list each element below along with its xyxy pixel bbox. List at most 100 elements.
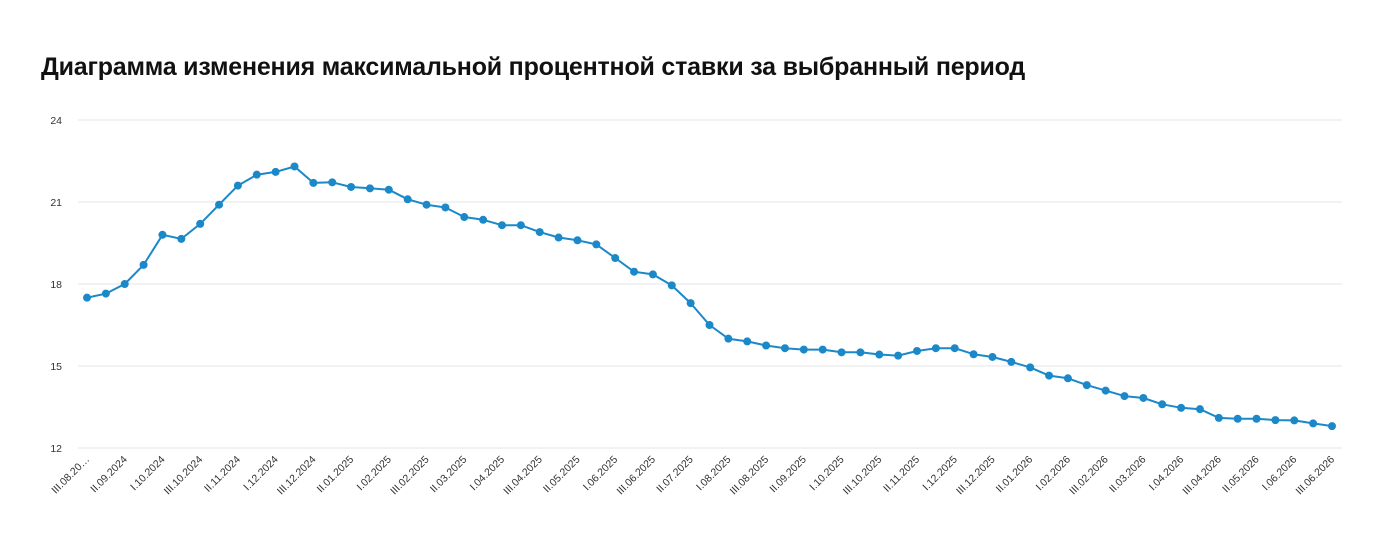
data-point[interactable] bbox=[1233, 414, 1242, 423]
x-tick-label: III.12.2024 bbox=[275, 454, 319, 498]
data-point[interactable] bbox=[1252, 414, 1261, 423]
data-point[interactable] bbox=[648, 270, 657, 279]
y-tick-label: 12 bbox=[50, 443, 62, 455]
x-tick-label: I.12.2025 bbox=[920, 454, 960, 494]
x-tick-label: II.05.2026 bbox=[1220, 454, 1262, 496]
data-point[interactable] bbox=[573, 236, 582, 245]
data-point[interactable] bbox=[233, 181, 242, 190]
data-point[interactable] bbox=[460, 213, 469, 222]
data-point[interactable] bbox=[83, 293, 91, 302]
data-point[interactable] bbox=[516, 221, 525, 230]
data-point[interactable] bbox=[347, 182, 356, 191]
data-point[interactable] bbox=[724, 334, 733, 343]
data-point[interactable] bbox=[139, 260, 148, 269]
data-point[interactable] bbox=[1139, 393, 1148, 402]
y-tick-label: 18 bbox=[50, 279, 62, 291]
data-point[interactable] bbox=[309, 178, 318, 187]
x-tick-label: I.06.2025 bbox=[581, 454, 621, 494]
x-tick-label: II.11.2024 bbox=[202, 454, 243, 495]
data-point[interactable] bbox=[762, 341, 771, 350]
data-point[interactable] bbox=[384, 185, 393, 194]
data-point[interactable] bbox=[913, 346, 921, 355]
data-point[interactable] bbox=[196, 219, 205, 228]
data-point[interactable] bbox=[705, 321, 714, 329]
data-point[interactable] bbox=[1271, 416, 1280, 425]
data-point[interactable] bbox=[799, 345, 808, 354]
data-point[interactable] bbox=[120, 280, 129, 288]
data-point[interactable] bbox=[1063, 374, 1072, 383]
data-point[interactable] bbox=[1290, 416, 1299, 425]
data-point[interactable] bbox=[743, 337, 752, 346]
x-tick-label: II.09.2025 bbox=[767, 454, 809, 496]
data-point[interactable] bbox=[931, 344, 940, 353]
data-point[interactable] bbox=[215, 200, 224, 209]
data-point[interactable] bbox=[479, 215, 488, 224]
x-tick-label: III.10.2025 bbox=[841, 454, 885, 498]
x-tick-label: III.04.2026 bbox=[1180, 454, 1224, 498]
data-point[interactable] bbox=[441, 203, 450, 212]
x-tick-label: II.03.2025 bbox=[428, 454, 470, 496]
data-point[interactable] bbox=[1158, 400, 1167, 409]
data-point[interactable] bbox=[1007, 357, 1016, 366]
data-point[interactable] bbox=[969, 350, 978, 359]
data-point[interactable] bbox=[818, 345, 827, 354]
x-tick-label: I.02.2026 bbox=[1034, 454, 1074, 494]
x-axis-tick-labels: III.08.20…II.09.2024I.10.2024III.10.2024… bbox=[49, 454, 1337, 498]
data-point[interactable] bbox=[630, 267, 639, 276]
x-tick-label: III.08.20… bbox=[49, 454, 92, 497]
data-point[interactable] bbox=[950, 344, 959, 353]
data-point[interactable] bbox=[403, 195, 412, 204]
data-point[interactable] bbox=[667, 281, 676, 290]
data-point[interactable] bbox=[1120, 392, 1129, 401]
data-point[interactable] bbox=[592, 240, 601, 249]
x-tick-label: I.04.2025 bbox=[468, 454, 508, 494]
data-point[interactable] bbox=[988, 352, 997, 361]
x-tick-label: II.01.2026 bbox=[994, 454, 1036, 496]
x-tick-label: III.12.2025 bbox=[954, 454, 998, 498]
data-point[interactable] bbox=[101, 289, 110, 298]
data-point[interactable] bbox=[1214, 413, 1223, 422]
data-point[interactable] bbox=[1101, 386, 1110, 395]
data-point[interactable] bbox=[1195, 405, 1204, 414]
data-point[interactable] bbox=[1026, 363, 1035, 372]
y-tick-label: 21 bbox=[50, 197, 62, 209]
series-points bbox=[83, 162, 1336, 431]
data-point[interactable] bbox=[328, 178, 337, 187]
data-point[interactable] bbox=[856, 348, 865, 357]
data-point[interactable] bbox=[422, 200, 431, 209]
x-tick-label: II.11.2025 bbox=[881, 454, 922, 495]
data-point[interactable] bbox=[535, 228, 544, 237]
y-tick-label: 15 bbox=[50, 361, 62, 373]
data-point[interactable] bbox=[1309, 419, 1318, 428]
data-point[interactable] bbox=[252, 170, 261, 179]
x-tick-label: I.04.2026 bbox=[1147, 454, 1187, 494]
data-point[interactable] bbox=[686, 299, 695, 308]
x-tick-label: III.08.2025 bbox=[728, 454, 772, 498]
grid-lines bbox=[78, 119, 1342, 449]
data-point[interactable] bbox=[554, 233, 563, 242]
x-tick-label: I.10.2024 bbox=[128, 454, 168, 494]
x-tick-label: II.09.2024 bbox=[88, 454, 130, 496]
data-point[interactable] bbox=[894, 351, 903, 360]
data-point[interactable] bbox=[365, 184, 374, 193]
data-point[interactable] bbox=[875, 350, 884, 359]
data-point[interactable] bbox=[780, 344, 789, 353]
series-line bbox=[86, 165, 1333, 428]
data-point[interactable] bbox=[271, 167, 280, 176]
data-point[interactable] bbox=[177, 234, 186, 243]
x-tick-label: III.10.2024 bbox=[162, 454, 206, 498]
data-point[interactable] bbox=[290, 162, 299, 171]
data-point[interactable] bbox=[1045, 371, 1054, 380]
data-point[interactable] bbox=[1328, 422, 1336, 431]
data-point[interactable] bbox=[611, 254, 620, 263]
x-tick-label: III.06.2025 bbox=[614, 454, 658, 498]
data-point[interactable] bbox=[498, 221, 506, 230]
data-point[interactable] bbox=[837, 348, 846, 357]
y-tick-label: 24 bbox=[50, 115, 62, 127]
data-point[interactable] bbox=[1082, 381, 1091, 390]
data-point[interactable] bbox=[1177, 403, 1186, 412]
x-tick-label: II.07.2025 bbox=[654, 454, 696, 496]
data-point[interactable] bbox=[158, 230, 167, 239]
